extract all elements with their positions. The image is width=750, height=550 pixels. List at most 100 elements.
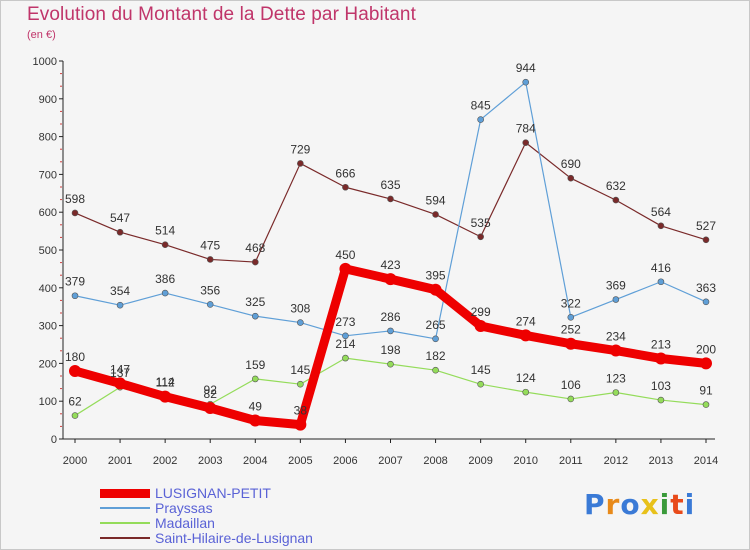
data-point <box>567 174 575 182</box>
x-tick-label: 2008 <box>423 455 447 467</box>
data-label: 666 <box>335 166 355 180</box>
data-label: 322 <box>561 296 581 310</box>
data-point <box>477 380 484 388</box>
data-label: 182 <box>426 349 446 363</box>
logo-letter: r <box>605 488 621 521</box>
legend-label: Saint-Hilaire-de-Lusignan <box>155 530 313 546</box>
y-tick-label: 100 <box>39 396 57 408</box>
legend-swatch <box>100 537 150 539</box>
data-label: 354 <box>110 284 130 298</box>
data-point <box>567 395 575 403</box>
x-tick-label: 2005 <box>288 455 312 467</box>
data-point <box>429 283 442 296</box>
data-point <box>387 360 394 368</box>
data-label: 106 <box>561 378 581 392</box>
data-label: 845 <box>471 99 491 113</box>
data-point <box>564 337 577 350</box>
data-point <box>612 389 620 396</box>
data-point <box>297 380 304 388</box>
data-label: 38 <box>294 404 308 418</box>
data-point <box>206 301 214 308</box>
logo-letter: i <box>684 488 696 521</box>
data-point <box>702 236 710 244</box>
data-point <box>384 273 397 286</box>
data-label: 200 <box>696 342 716 356</box>
chart-unit-label: (en €) <box>27 29 56 41</box>
data-point <box>342 332 349 340</box>
data-label: 103 <box>651 379 671 393</box>
data-label: 468 <box>245 241 265 255</box>
logo-letter: i <box>659 488 671 521</box>
data-point <box>71 412 79 419</box>
data-label: 325 <box>245 295 265 309</box>
data-point <box>116 301 124 309</box>
data-point <box>206 256 214 263</box>
logo-letter: x <box>640 488 660 521</box>
data-point <box>522 78 530 86</box>
data-point <box>609 344 622 357</box>
data-label: 690 <box>561 157 581 171</box>
data-label: 535 <box>471 216 491 230</box>
legend-label: Madaillan <box>155 515 215 531</box>
data-point <box>114 377 127 390</box>
data-label: 386 <box>155 272 175 286</box>
data-point <box>251 375 259 383</box>
data-label: 450 <box>335 248 355 262</box>
data-point <box>387 327 394 335</box>
x-tick-label: 2010 <box>513 455 537 467</box>
x-tick-label: 2003 <box>198 455 222 467</box>
x-tick-label: 2002 <box>153 455 177 467</box>
data-label: 395 <box>426 269 446 283</box>
data-point <box>567 313 575 321</box>
series-layer <box>69 78 712 431</box>
data-point <box>69 364 81 377</box>
data-point <box>339 262 352 275</box>
data-point <box>161 241 169 249</box>
y-tick-label: 600 <box>39 207 57 219</box>
data-label: 265 <box>426 318 446 332</box>
data-label: 180 <box>65 350 85 364</box>
data-point <box>702 401 710 408</box>
data-label: 252 <box>561 323 581 337</box>
logo-letter: o <box>620 488 641 521</box>
data-point <box>522 139 530 146</box>
data-label: 114 <box>156 375 175 389</box>
data-point <box>657 396 665 404</box>
data-label: 92 <box>204 383 218 397</box>
data-label: 198 <box>380 343 400 357</box>
data-label: 214 <box>335 337 355 351</box>
x-tick-label: 2001 <box>108 455 132 467</box>
legend-label: LUSIGNAN-PETIT <box>155 485 271 501</box>
data-label: 213 <box>651 337 671 351</box>
logo-letter: P <box>584 488 606 521</box>
y-tick-label: 800 <box>39 132 57 144</box>
data-point <box>159 390 172 403</box>
y-tick-label: 300 <box>39 321 57 333</box>
data-point <box>700 357 712 370</box>
data-point <box>251 258 259 266</box>
data-label: 145 <box>471 363 491 377</box>
legend-label: Prayssas <box>155 500 213 516</box>
data-point <box>161 289 169 297</box>
data-label: 91 <box>699 384 713 398</box>
data-label: 62 <box>68 395 82 409</box>
x-tick-label: 2004 <box>243 455 267 467</box>
data-point <box>251 312 259 320</box>
data-labels-layer: 598 547 514 475 468 729 666 635 594 535 784 690 632 5… <box>65 61 716 417</box>
x-tick-label: 2011 <box>559 455 583 467</box>
chart-title: Evolution du Montant de la Dette par Hab… <box>27 4 416 25</box>
data-point <box>116 228 124 236</box>
y-tick-label: 500 <box>39 245 57 257</box>
data-point <box>432 335 439 343</box>
y-tick-label: 400 <box>39 283 57 295</box>
data-point <box>477 116 484 123</box>
data-point <box>654 352 667 365</box>
y-tick-label: 0 <box>51 434 57 446</box>
data-point <box>249 414 262 427</box>
x-tick-label: 2006 <box>333 455 357 467</box>
data-label: 274 <box>516 314 536 328</box>
data-point <box>474 319 487 332</box>
data-label: 527 <box>696 219 716 233</box>
data-point <box>71 292 79 300</box>
